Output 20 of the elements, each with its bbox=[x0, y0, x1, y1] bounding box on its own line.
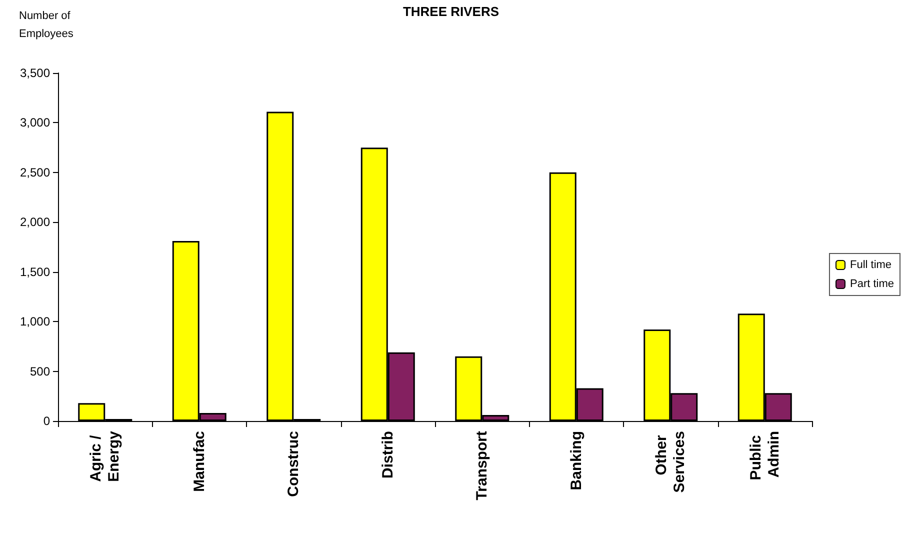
x-tick-label: Agric / Energy bbox=[88, 430, 123, 482]
y-tick-label: 0 bbox=[43, 414, 50, 428]
legend-label: Part time bbox=[850, 278, 894, 290]
y-tick-label: 1,500 bbox=[20, 264, 50, 279]
x-tick-label: Manufac bbox=[190, 431, 208, 492]
y-tick-label: 3,500 bbox=[20, 66, 50, 80]
y-tick-label: 2,000 bbox=[20, 215, 50, 230]
y-tick-label: 2,500 bbox=[20, 165, 50, 180]
y-axis-title: Number of Employees bbox=[19, 10, 74, 40]
chart-title: THREE RIVERS bbox=[402, 4, 500, 19]
legend-label: Full time bbox=[850, 259, 892, 271]
y-tick-label: 500 bbox=[30, 364, 50, 378]
y-tick-label: 1,000 bbox=[20, 314, 50, 329]
x-tick-label: Transport bbox=[474, 431, 491, 500]
x-tick-label: Public Admin bbox=[747, 431, 782, 480]
y-tick-label: 3,000 bbox=[20, 116, 50, 130]
x-tick-label: Other Services bbox=[653, 431, 688, 493]
x-tick-label: Construc bbox=[285, 431, 302, 497]
x-tick-label: Banking bbox=[568, 431, 585, 490]
x-tick-label: Distrib bbox=[379, 431, 396, 479]
